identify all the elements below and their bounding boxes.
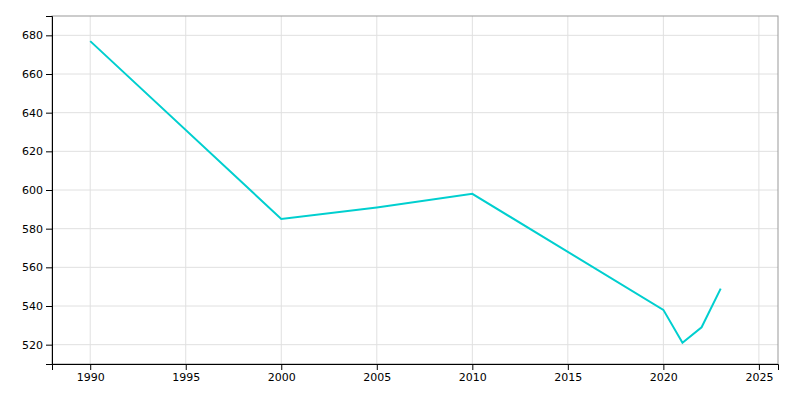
tick-mark bbox=[46, 306, 52, 307]
axis-line bbox=[46, 17, 53, 365]
tick-label: 2000 bbox=[268, 371, 296, 384]
tick-label: 2010 bbox=[459, 371, 487, 384]
tick-label: 1995 bbox=[172, 371, 200, 384]
grid-line-y bbox=[52, 35, 778, 36]
tick: 600 bbox=[22, 184, 52, 197]
tick-mark bbox=[472, 364, 473, 370]
tick: 660 bbox=[22, 68, 52, 81]
tick: 2005 bbox=[363, 364, 391, 384]
marks bbox=[90, 41, 720, 343]
grid-line-y bbox=[52, 344, 778, 345]
tick-mark bbox=[46, 113, 52, 114]
grid-line-y bbox=[52, 112, 778, 113]
tick-mark bbox=[46, 151, 52, 152]
tick: 560 bbox=[22, 261, 52, 274]
axis-line bbox=[53, 365, 779, 371]
tick-label: 520 bbox=[22, 339, 43, 352]
tick-mark bbox=[90, 364, 91, 370]
grid-line-y bbox=[52, 267, 778, 268]
tick: 640 bbox=[22, 107, 52, 120]
grid-line-y bbox=[52, 190, 778, 191]
tick-mark bbox=[46, 74, 52, 75]
tick: 2015 bbox=[554, 364, 582, 384]
plot-frame bbox=[52, 16, 778, 364]
tick-mark bbox=[759, 364, 760, 370]
tick: 620 bbox=[22, 145, 52, 158]
tick-mark bbox=[663, 364, 664, 370]
tick-mark bbox=[568, 364, 569, 370]
tick-label: 620 bbox=[22, 145, 43, 158]
tick-label: 580 bbox=[22, 223, 43, 236]
tick: 580 bbox=[22, 223, 52, 236]
tick: 2020 bbox=[650, 364, 678, 384]
tick-mark bbox=[46, 190, 52, 191]
tick-label: 640 bbox=[22, 107, 43, 120]
tick: 680 bbox=[22, 29, 52, 42]
plot-area: 1990 1995 2000 2005 2010 2015 2020 2025 520 540 56… bbox=[22, 16, 779, 384]
tick-mark bbox=[281, 364, 282, 370]
tick-mark bbox=[186, 364, 187, 370]
tick-label: 1990 bbox=[77, 371, 105, 384]
grid-line-y bbox=[52, 74, 778, 75]
tick-mark bbox=[46, 35, 52, 36]
tick-mark bbox=[46, 229, 52, 230]
tick-label: 2015 bbox=[554, 371, 582, 384]
grid bbox=[52, 16, 778, 364]
chart: 1990 1995 2000 2005 2010 2015 2020 2025 520 540 56… bbox=[0, 0, 800, 400]
grid-line-y bbox=[52, 228, 778, 229]
tick-label: 2025 bbox=[745, 371, 773, 384]
y-axis: 520 540 560 580 600 620 640 660 680 bbox=[22, 17, 53, 365]
tick: 540 bbox=[22, 300, 52, 313]
tick-label: 660 bbox=[22, 68, 43, 81]
tick-label: 2005 bbox=[363, 371, 391, 384]
tick-label: 2020 bbox=[650, 371, 678, 384]
tick: 2010 bbox=[459, 364, 487, 384]
grid-line-y bbox=[52, 306, 778, 307]
tick-label: 540 bbox=[22, 300, 43, 313]
tick-label: 680 bbox=[22, 29, 43, 42]
line bbox=[90, 41, 720, 343]
tick-mark bbox=[46, 267, 52, 268]
tick-label: 600 bbox=[22, 184, 43, 197]
tick: 2000 bbox=[268, 364, 296, 384]
tick: 1990 bbox=[77, 364, 105, 384]
tick-label: 560 bbox=[22, 261, 43, 274]
tick: 1995 bbox=[172, 364, 200, 384]
tick-mark bbox=[377, 364, 378, 370]
tick-mark bbox=[46, 345, 52, 346]
grid-line-y bbox=[52, 151, 778, 152]
tick: 520 bbox=[22, 339, 52, 352]
x-axis: 1990 1995 2000 2005 2010 2015 2020 2025 bbox=[53, 364, 779, 384]
tick: 2025 bbox=[745, 364, 773, 384]
